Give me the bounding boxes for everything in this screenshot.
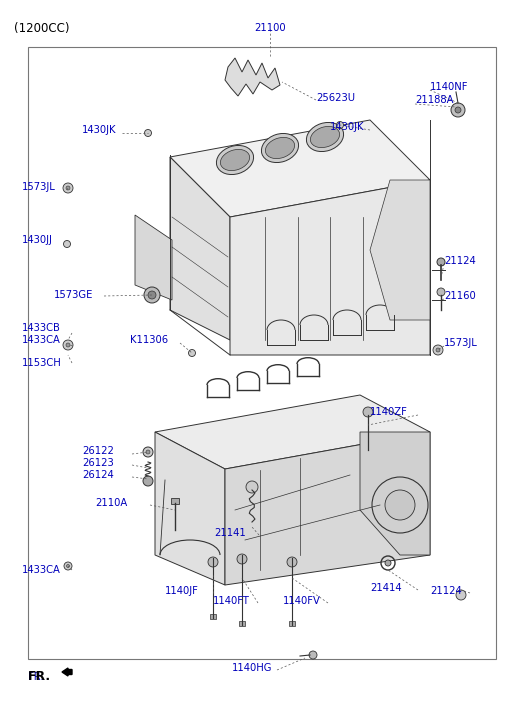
Circle shape [336, 121, 343, 129]
Circle shape [64, 562, 72, 570]
Ellipse shape [265, 137, 294, 158]
Polygon shape [224, 58, 279, 96]
Text: 26123: 26123 [82, 458, 114, 468]
Circle shape [208, 557, 217, 567]
Text: 1573GE: 1573GE [54, 290, 93, 300]
Text: FR.: FR. [28, 670, 51, 683]
Circle shape [188, 350, 195, 356]
Circle shape [450, 103, 464, 117]
Circle shape [143, 476, 153, 486]
Text: 1430JK: 1430JK [329, 122, 364, 132]
Circle shape [143, 447, 153, 457]
Text: 1433CA: 1433CA [22, 335, 61, 345]
Circle shape [384, 490, 414, 520]
Ellipse shape [220, 150, 249, 171]
Circle shape [64, 241, 70, 247]
Polygon shape [369, 180, 429, 320]
Text: 26124: 26124 [82, 470, 114, 480]
Bar [289, 621, 294, 626]
Circle shape [436, 288, 444, 296]
Text: 25623U: 25623U [316, 93, 354, 103]
Text: FR.: FR. [28, 672, 43, 682]
Circle shape [455, 590, 465, 600]
Circle shape [308, 651, 317, 659]
Circle shape [148, 291, 156, 299]
Ellipse shape [310, 126, 339, 148]
Circle shape [237, 554, 246, 564]
Circle shape [63, 183, 73, 193]
Circle shape [435, 348, 439, 352]
Bar [210, 614, 216, 619]
Circle shape [144, 129, 151, 137]
Text: 21414: 21414 [369, 583, 401, 593]
Text: 21188A: 21188A [414, 95, 453, 105]
Circle shape [63, 340, 73, 350]
Circle shape [432, 345, 442, 355]
Polygon shape [230, 180, 429, 355]
Bar [239, 621, 244, 626]
Text: 1430JJ: 1430JJ [22, 235, 53, 245]
Circle shape [144, 287, 160, 303]
Ellipse shape [216, 145, 253, 174]
Text: 1573JL: 1573JL [443, 338, 477, 348]
Ellipse shape [261, 134, 298, 163]
Bar [171, 498, 179, 504]
Text: 1153CH: 1153CH [22, 358, 62, 368]
Text: (1200CC): (1200CC) [14, 22, 69, 35]
Circle shape [146, 450, 150, 454]
Polygon shape [169, 120, 429, 217]
Circle shape [245, 481, 258, 493]
Circle shape [287, 557, 296, 567]
Ellipse shape [306, 122, 343, 151]
Text: 21141: 21141 [214, 528, 245, 538]
Text: 26122: 26122 [82, 446, 114, 456]
Text: 1573JL: 1573JL [22, 182, 55, 192]
Polygon shape [359, 432, 429, 555]
Text: 1140JF: 1140JF [165, 586, 199, 596]
Text: 21124: 21124 [443, 256, 475, 266]
Polygon shape [224, 432, 429, 585]
Text: 1140FT: 1140FT [213, 596, 249, 606]
Bar [28, 47, 495, 659]
FancyArrow shape [62, 668, 72, 676]
Text: 1430JK: 1430JK [82, 125, 116, 135]
Text: 1140HG: 1140HG [232, 663, 272, 673]
Polygon shape [155, 432, 224, 585]
Circle shape [384, 560, 390, 566]
Text: 2110A: 2110A [95, 498, 127, 508]
Polygon shape [135, 215, 172, 300]
Text: 1140NF: 1140NF [429, 82, 468, 92]
Circle shape [436, 258, 444, 266]
Circle shape [66, 343, 70, 347]
Polygon shape [169, 157, 230, 340]
Text: 1433CB: 1433CB [22, 323, 61, 333]
Circle shape [454, 107, 460, 113]
Circle shape [66, 564, 69, 568]
Circle shape [362, 407, 372, 417]
Text: 21124: 21124 [429, 586, 461, 596]
Text: 21100: 21100 [253, 23, 285, 33]
Circle shape [66, 186, 70, 190]
Text: 1433CA: 1433CA [22, 565, 61, 575]
Text: K11306: K11306 [130, 335, 168, 345]
Text: 21160: 21160 [443, 291, 475, 301]
Text: 1140ZF: 1140ZF [369, 407, 407, 417]
Text: 1140FV: 1140FV [282, 596, 320, 606]
Polygon shape [155, 395, 429, 469]
